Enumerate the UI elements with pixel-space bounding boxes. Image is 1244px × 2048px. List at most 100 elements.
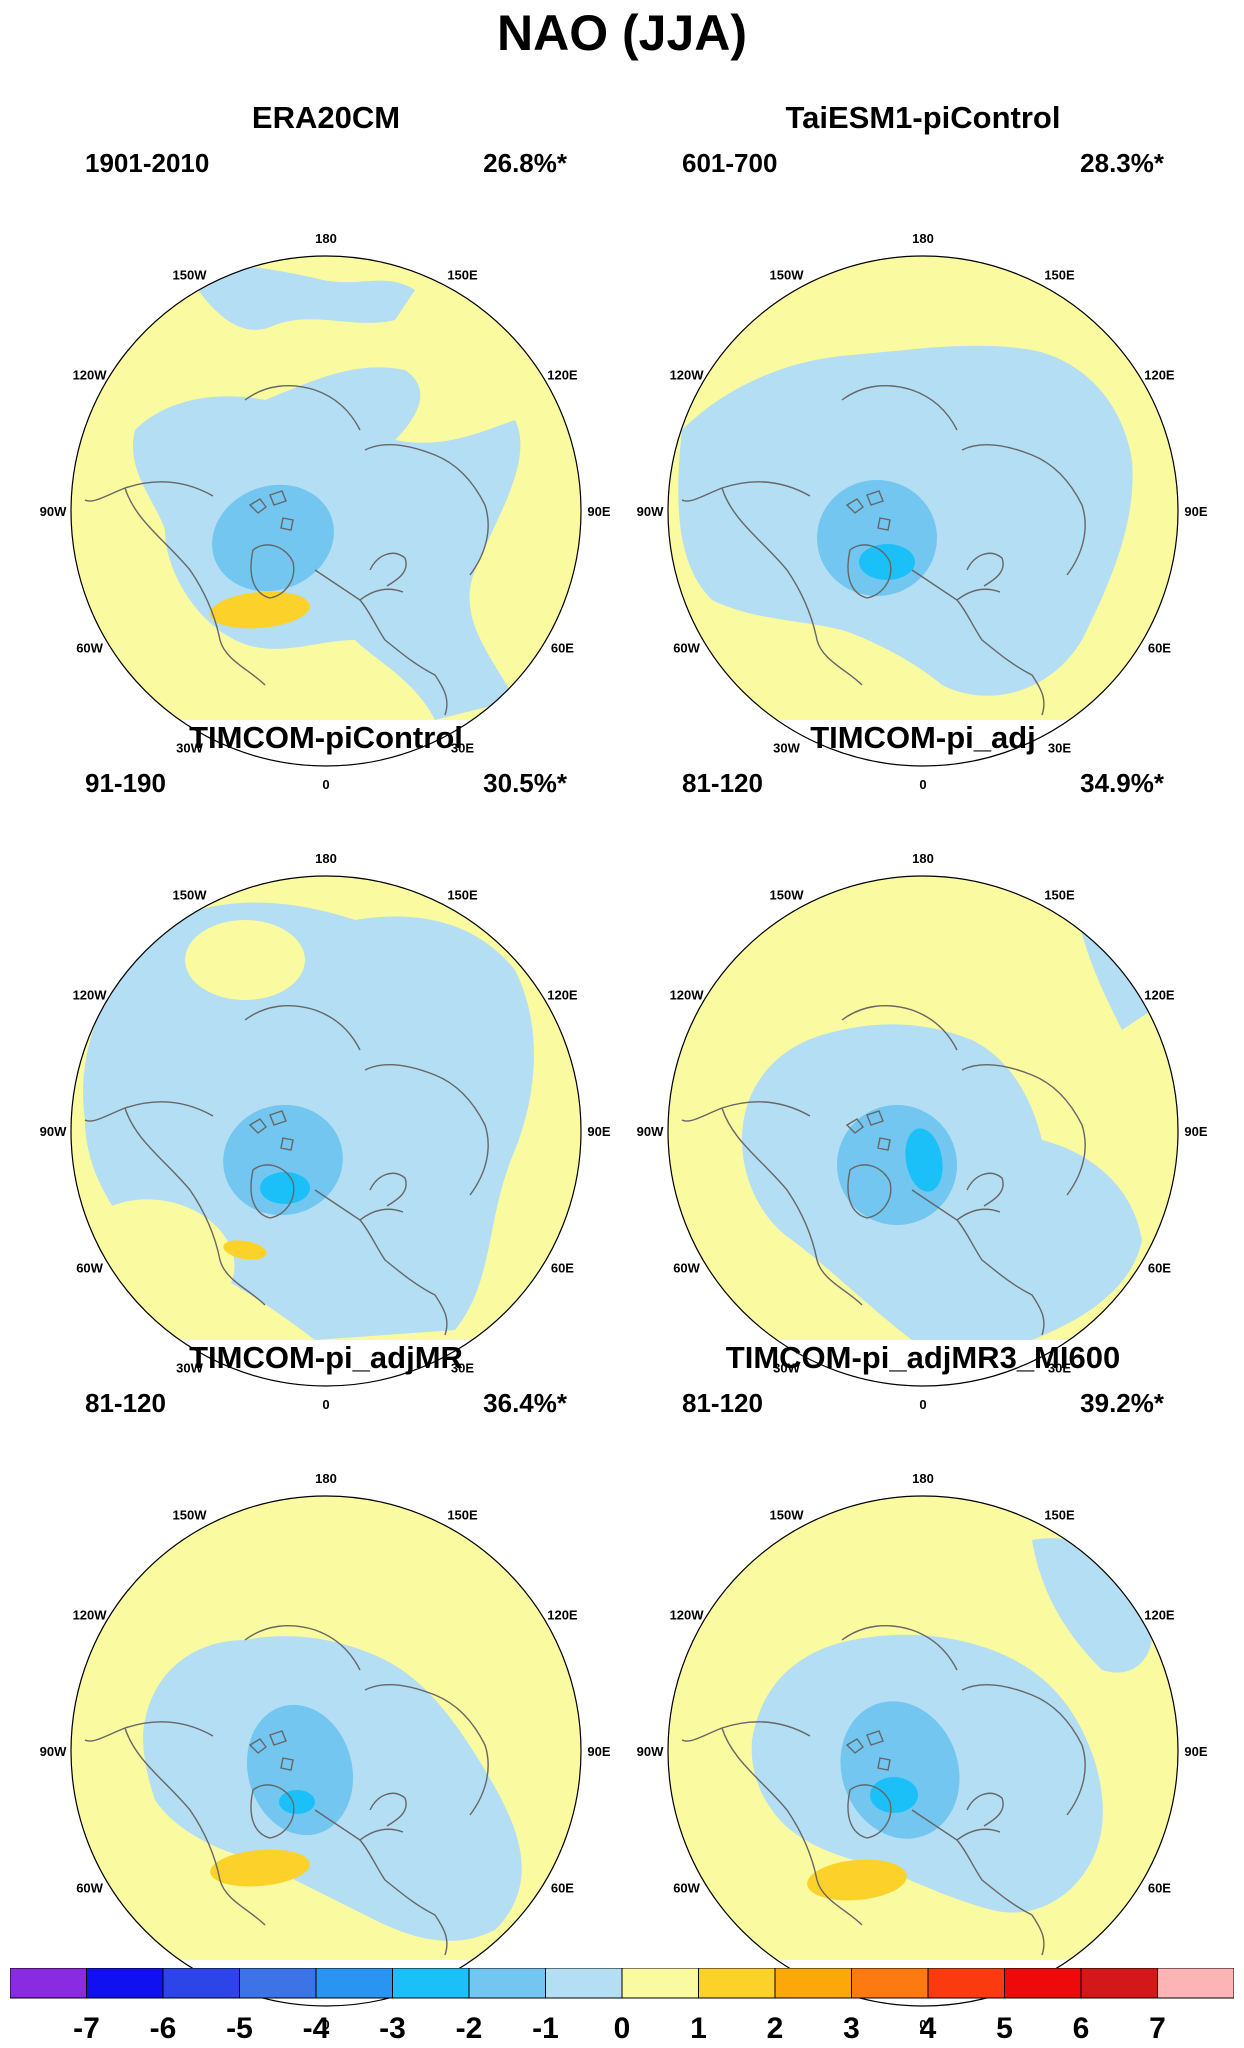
coastline	[244, 385, 361, 431]
coastline	[244, 1005, 361, 1051]
coastline	[966, 1792, 1004, 1827]
coastline	[845, 490, 891, 531]
coastline	[911, 1809, 1045, 1956]
longitude-label: 60E	[1148, 1881, 1171, 1896]
longitude-label: 90E	[1184, 504, 1207, 519]
longitude-label: 180	[912, 1471, 934, 1486]
colorbar-swatch	[10, 1968, 87, 1999]
map-panel-timcom-pi-adj: 180 150E 120E 90E 60E 30E 0 30W 60W 90W 120W 150W T…	[612, 720, 1234, 1412]
panel-period: 1901-2010	[85, 148, 210, 178]
longitude-label: 30E	[451, 740, 474, 755]
longitude-label: 150W	[173, 268, 208, 283]
coastline	[681, 1101, 863, 1306]
longitude-label: 90W	[40, 1744, 67, 1759]
negative-core-strong	[279, 1790, 315, 1814]
longitude-label: 90W	[637, 1124, 664, 1139]
longitude-label: 150E	[1044, 268, 1075, 283]
longitude-label: 30W	[176, 1360, 203, 1375]
colorbar-swatch	[239, 1968, 317, 1999]
coastline	[841, 1005, 958, 1051]
longitude-label: 90W	[637, 504, 664, 519]
coastline	[314, 1809, 448, 1956]
longitude-label: 0	[919, 2017, 926, 2032]
coastline	[681, 481, 863, 686]
colorbar-label: -1	[532, 2012, 559, 2045]
colorbar-swatch	[1080, 1968, 1158, 1999]
coastline	[845, 1110, 891, 1151]
longitude-label: 90E	[1184, 1744, 1207, 1759]
panel-variance: 26.8%*	[483, 148, 567, 178]
coastline	[911, 569, 1045, 716]
panel-title: TIMCOM-pi_adjMR3_MI600	[725, 1340, 1121, 1375]
coastline	[314, 1189, 448, 1336]
negative-core	[223, 1104, 343, 1216]
colorbar-swatch	[86, 1968, 164, 1999]
coastline	[966, 1172, 1004, 1207]
longitude-label: 30W	[773, 740, 800, 755]
coastline	[244, 1625, 361, 1671]
panel-title: TIMCOM-pi_adj	[810, 720, 1036, 755]
longitude-label: 60W	[673, 1261, 700, 1276]
longitude-label: 150E	[447, 888, 478, 903]
coastline	[84, 481, 266, 686]
colorbar-label: -7	[73, 2012, 100, 2045]
longitude-label: 120W	[670, 368, 705, 383]
longitude-label: 150W	[173, 888, 208, 903]
panel-period: 601-700	[682, 148, 778, 178]
coastline	[364, 1063, 489, 1196]
colorbar-swatch	[1004, 1968, 1082, 1999]
longitude-label: 120E	[547, 988, 578, 1003]
colorbar: -7 -6 -5 -4 -3 -2 -1 0 1 2 3 4 5 6 7	[10, 1968, 1234, 2045]
negative-core-strong	[870, 1777, 918, 1813]
negative-region	[185, 265, 415, 330]
panel-title: TIMCOM-pi_adjMR	[189, 1340, 463, 1375]
longitude-label: 150W	[770, 888, 805, 903]
longitude-label: 90E	[1184, 1124, 1207, 1139]
longitude-label: 120E	[547, 368, 578, 383]
coastline	[681, 1721, 863, 1926]
coastline	[364, 1683, 489, 1816]
longitude-label: 120E	[547, 1608, 578, 1623]
coastline	[84, 1721, 266, 1926]
colorbar-label: -6	[150, 2012, 177, 2045]
panel-variance: 39.2%*	[1080, 1388, 1164, 1418]
longitude-label: 150E	[447, 1508, 478, 1523]
colorbar-label: 4	[920, 2012, 937, 2045]
panel-title: TIMCOM-piControl	[189, 720, 463, 755]
map-panel-taiesm1-picontrol: 180 150E 120E 90E 60E 30E 0 30W 60W 90W 120W 150W T…	[612, 100, 1234, 792]
coastline	[966, 552, 1004, 587]
longitude-label: 60W	[76, 1881, 103, 1896]
coastline	[911, 1189, 1045, 1336]
longitude-label: 180	[912, 851, 934, 866]
coastline	[84, 1101, 266, 1306]
map-panel-timcom-picontrol: 180 150E 120E 90E 60E 30E 0 30W 60W 90W 120W 150W T…	[15, 720, 637, 1412]
colorbar-label: 7	[1149, 2012, 1166, 2045]
colorbar-swatch	[774, 1968, 852, 1999]
longitude-label: 150W	[770, 1508, 805, 1523]
longitude-label: 180	[912, 231, 934, 246]
longitude-label: 180	[315, 1471, 337, 1486]
coastline	[369, 1172, 407, 1207]
coastline	[369, 552, 407, 587]
colorbar-swatch	[698, 1968, 776, 1999]
colorbar-label: 1	[690, 2012, 707, 2045]
panel-title: TaiESM1-piControl	[785, 100, 1061, 135]
longitude-label: 120W	[73, 368, 108, 383]
longitude-label: 0	[322, 2017, 329, 2032]
panel-period: 91-190	[85, 768, 166, 798]
positive-core	[210, 591, 310, 629]
negative-core-strong	[905, 1128, 943, 1192]
panel-period: 81-120	[85, 1388, 166, 1418]
longitude-label: 0	[322, 1397, 329, 1412]
colorbar-label: 3	[843, 2012, 860, 2045]
coastline	[841, 385, 958, 431]
coastline	[250, 1784, 295, 1839]
coastline	[961, 1063, 1086, 1196]
coastline	[847, 1164, 892, 1219]
map-boundary	[70, 875, 582, 1387]
